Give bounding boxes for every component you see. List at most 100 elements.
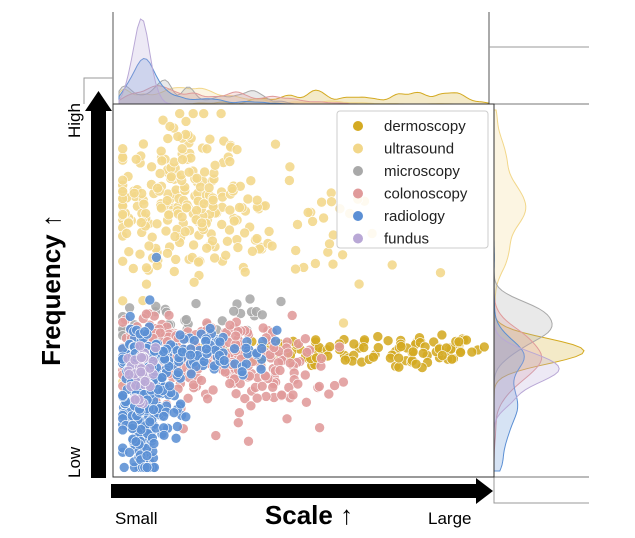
point-radiology [170, 432, 182, 444]
point-ultrasound [130, 154, 142, 165]
point-ultrasound [316, 196, 327, 208]
point-microscopy [190, 298, 202, 309]
point-ultrasound [245, 175, 257, 186]
point-radiology [124, 311, 136, 322]
point-ultrasound [310, 258, 321, 269]
point-ultrasound [302, 207, 314, 218]
point-ultrasound [290, 263, 301, 275]
point-fundus [136, 352, 147, 363]
point-ultrasound [128, 187, 140, 199]
point-dermoscopy [407, 346, 419, 358]
point-microscopy [181, 314, 192, 325]
point-ultrasound [156, 155, 168, 167]
point-ultrasound [164, 121, 176, 132]
point-radiology [204, 323, 216, 334]
point-microscopy [228, 305, 239, 317]
point-dermoscopy [410, 358, 422, 370]
point-radiology [240, 342, 252, 354]
point-dermoscopy [382, 335, 394, 347]
point-ultrasound [121, 228, 132, 239]
point-ultrasound [216, 219, 227, 230]
point-radiology [130, 436, 142, 448]
point-colonoscopy [239, 393, 251, 404]
legend-marker-ultrasound [353, 143, 363, 154]
point-microscopy [256, 309, 268, 321]
x-axis-title: Scale ↑ [265, 500, 353, 530]
point-radiology [124, 447, 135, 458]
top-marginal-frame [83, 12, 589, 104]
point-ultrasound [215, 108, 227, 119]
point-ultrasound [166, 171, 177, 183]
point-ultrasound [117, 143, 128, 154]
point-colonoscopy [117, 316, 128, 328]
point-ultrasound [353, 278, 365, 290]
point-dermoscopy [368, 351, 379, 363]
point-colonoscopy [230, 388, 242, 400]
point-ultrasound [157, 114, 169, 126]
point-ultrasound [239, 227, 250, 239]
point-microscopy [275, 296, 287, 307]
point-ultrasound [232, 242, 244, 253]
point-radiology [158, 410, 169, 422]
point-ultrasound [151, 218, 163, 230]
point-ultrasound [292, 219, 303, 230]
point-ultrasound [187, 108, 199, 119]
point-ultrasound [117, 295, 128, 307]
point-radiology [236, 366, 248, 378]
point-radiology [229, 343, 240, 355]
point-dermoscopy [455, 347, 466, 358]
point-radiology [148, 438, 160, 449]
point-dermoscopy [453, 336, 465, 348]
point-radiology [117, 390, 128, 401]
point-colonoscopy [224, 319, 236, 331]
point-ultrasound [224, 224, 235, 236]
legend: dermoscopy ultrasound microscopy colonoscop… [336, 110, 489, 249]
right-marginal-frame [493, 103, 589, 504]
point-radiology [201, 343, 212, 355]
point-colonoscopy [267, 381, 279, 393]
point-colonoscopy [245, 400, 257, 412]
point-ultrasound [247, 246, 258, 257]
point-colonoscopy [196, 375, 207, 386]
point-radiology [158, 429, 170, 441]
point-colonoscopy [224, 378, 236, 389]
point-ultrasound [172, 131, 184, 142]
point-fundus [144, 362, 156, 374]
point-ultrasound [209, 252, 220, 264]
point-radiology [139, 326, 150, 338]
point-radiology [148, 404, 159, 415]
point-ultrasound [188, 276, 200, 288]
point-dermoscopy [393, 352, 405, 364]
point-radiology [151, 252, 162, 263]
point-dermoscopy [348, 338, 360, 350]
point-ultrasound [136, 217, 147, 228]
point-radiology [127, 420, 138, 431]
point-ultrasound [224, 204, 236, 216]
point-colonoscopy [329, 380, 340, 391]
point-dermoscopy [436, 329, 448, 341]
point-ultrasound [134, 248, 146, 260]
point-fundus [150, 342, 161, 354]
point-ultrasound [290, 245, 302, 256]
point-radiology [144, 416, 156, 428]
point-ultrasound [193, 256, 204, 268]
point-colonoscopy [155, 327, 166, 339]
point-radiology [256, 343, 268, 354]
point-colonoscopy [300, 333, 311, 345]
legend-label-microscopy: microscopy [384, 163, 460, 180]
point-colonoscopy [210, 430, 222, 441]
point-colonoscopy [243, 435, 254, 447]
point-colonoscopy [314, 422, 325, 434]
point-radiology [174, 329, 186, 341]
point-ultrasound [117, 152, 128, 163]
point-ultrasound [226, 183, 238, 194]
point-fundus [135, 366, 147, 378]
point-ultrasound [284, 161, 296, 173]
point-fundus [130, 380, 141, 391]
point-ultrasound [199, 166, 210, 178]
point-colonoscopy [287, 389, 299, 401]
y-axis-title: Frequency ↑ [36, 214, 66, 366]
point-ultrasound [324, 238, 335, 250]
point-dermoscopy [372, 342, 384, 353]
point-colonoscopy [284, 357, 296, 369]
